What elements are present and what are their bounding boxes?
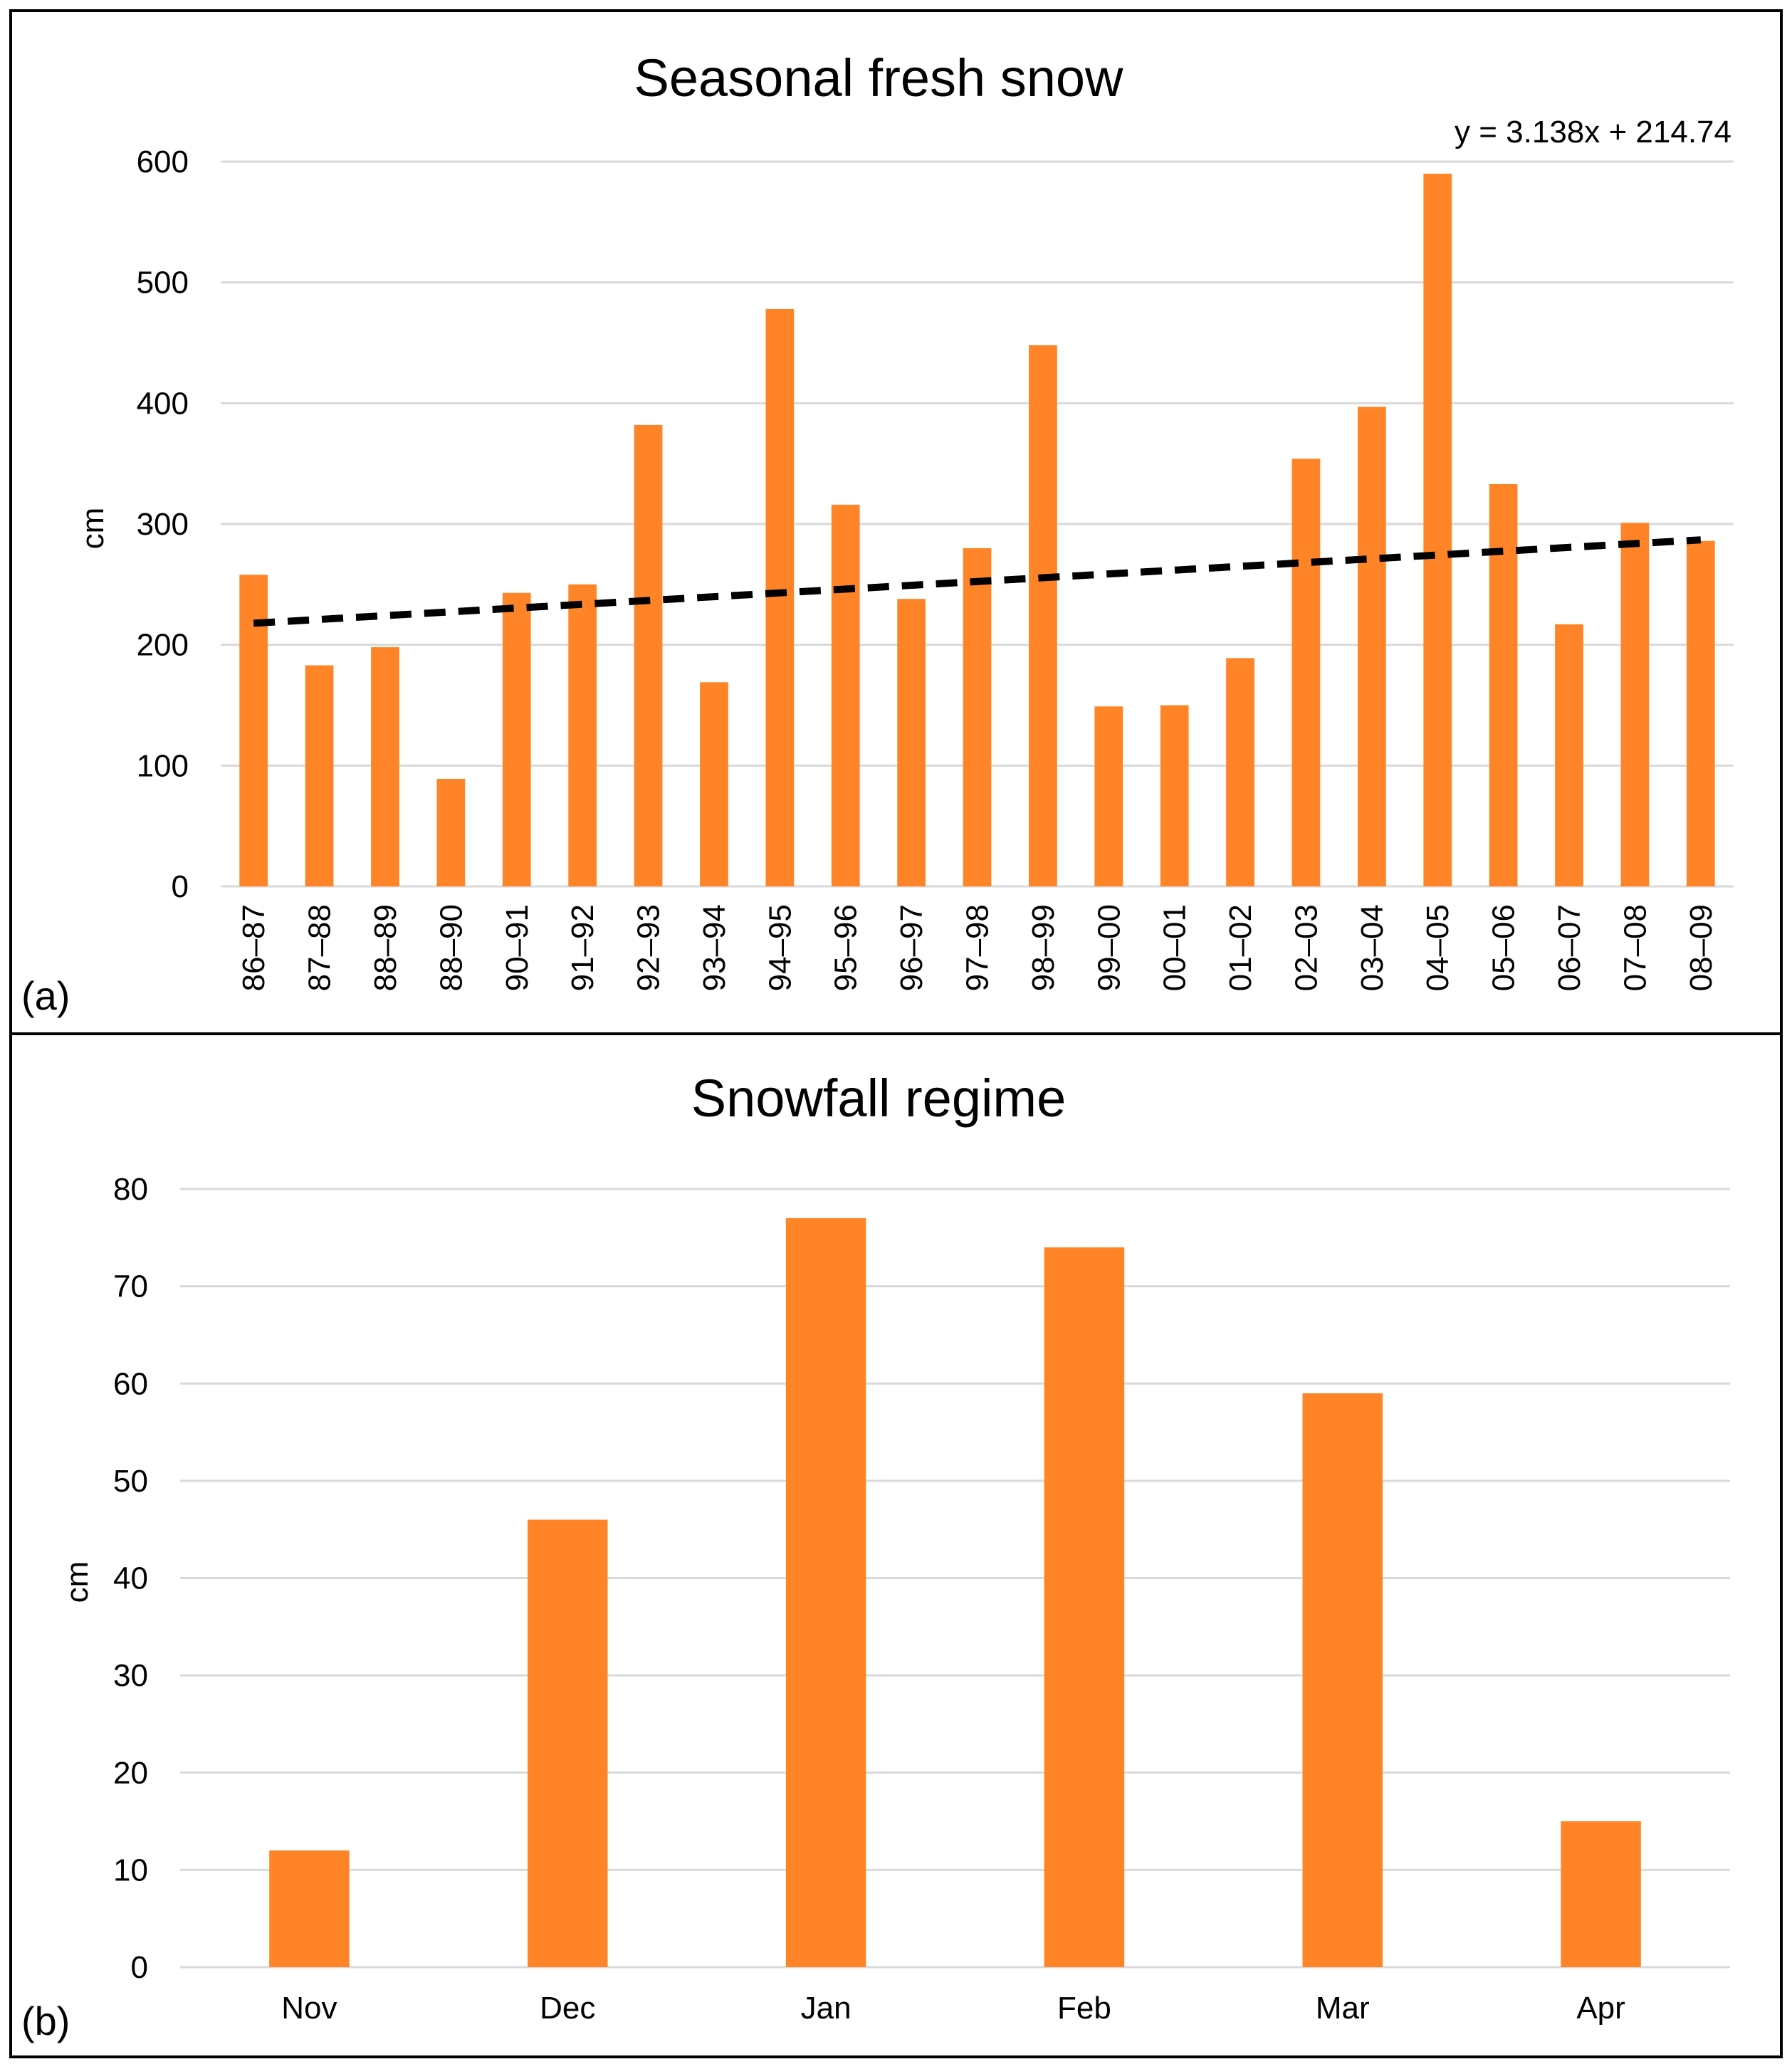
bar-96–97 [897,599,926,886]
a-y-tick-label: 400 [137,386,189,421]
x-tick-label: Apr [1576,1991,1625,2026]
x-tick-label: 98–99 [1026,904,1061,991]
bar-90–91 [502,592,531,886]
bar-95–96 [831,504,860,886]
trendline-equation: y = 3.138x + 214.74 [1455,115,1731,150]
b-y-tick-label: 50 [113,1464,148,1499]
bar-04–05 [1423,173,1452,886]
x-tick-label: 96–97 [894,904,929,991]
panel-b-frame [9,1032,1783,2058]
panel-a-label: (a) [21,973,70,1018]
bar-88–89 [371,647,399,886]
b-y-tick-label: 30 [113,1658,148,1693]
b-y-tick-label: 80 [113,1172,148,1207]
panel-a-y-axis-label: cm [75,508,110,550]
trendline [253,536,1702,627]
x-tick-label: 95–96 [829,904,864,991]
x-tick-label: 91–92 [565,904,600,991]
x-tick-label: 87–88 [303,904,337,991]
b-y-tick-label: 40 [113,1561,148,1596]
x-tick-label: Nov [281,1991,337,2026]
x-tick-label: 07–08 [1618,904,1652,991]
panel-a-x-ticks: 86–87 87–88 88–89 88–90 90–91 91–92 92–93 93–94… [236,904,1719,991]
x-tick-label: 97–98 [960,904,995,991]
x-tick-label: 88–89 [368,904,403,991]
bar-03–04 [1357,407,1386,886]
panel-b-label: (b) [21,1999,70,2043]
panel-a-title: Seasonal fresh snow [634,48,1124,108]
bar-98–99 [1029,345,1057,887]
x-tick-label: 03–04 [1355,904,1390,991]
a-y-tick-label: 0 [172,869,189,904]
bar-93–94 [700,682,728,886]
panel-b-gridlines [180,1188,1730,1969]
b-y-tick-label: 0 [131,1950,148,1985]
bar-99–00 [1094,706,1123,886]
panel-a-gridlines [221,160,1734,888]
a-y-tick-label: 300 [137,507,189,542]
x-tick-label: Feb [1057,1991,1111,2026]
panel-b: Snowfall regime cm (b) 0 10 20 30 40 50 60 70 80… [9,1032,1783,2058]
bar-Jan [785,1217,866,1967]
bar-06–07 [1555,624,1583,886]
x-tick-label: Dec [540,1991,595,2026]
bar-Feb [1044,1247,1125,1967]
bar-Dec [528,1519,608,1967]
panel-b-x-ticks: Nov Dec Jan Feb Mar Apr [281,1991,1625,2026]
a-y-tick-label: 200 [137,628,189,663]
panel-a-bars [239,173,1715,887]
bar-91–92 [568,584,597,886]
x-tick-label: 06–07 [1552,904,1587,991]
bar-88–90 [436,778,466,886]
x-tick-label: 01–02 [1223,904,1258,991]
x-tick-label: 94–95 [763,904,797,991]
x-tick-label: 92–93 [632,904,666,991]
a-y-tick-label: 500 [137,266,189,300]
bar-08–09 [1686,540,1715,886]
panel-b-y-axis-label: cm [60,1561,95,1603]
a-y-tick-label: 100 [137,748,189,783]
bar-92–93 [634,424,663,886]
bar-01–02 [1226,658,1254,886]
x-tick-label: 00–01 [1158,904,1193,991]
panel-a: Seasonal fresh snow cm (a) y = 3.138x + … [9,9,1783,1035]
x-tick-label: 99–00 [1091,904,1126,991]
b-y-tick-label: 70 [113,1269,148,1304]
bar-94–95 [765,308,795,886]
a-y-tick-label: 600 [137,145,189,179]
bar-07–08 [1620,523,1650,886]
bar-97–98 [963,548,992,886]
bar-02–03 [1291,459,1321,886]
bar-05–06 [1489,484,1518,886]
bar-00–01 [1160,705,1189,886]
bar-Apr [1561,1821,1641,1967]
b-y-tick-label: 20 [113,1756,148,1791]
x-tick-label: 93–94 [697,904,732,991]
x-tick-label: 86–87 [236,904,271,991]
panel-b-title: Snowfall regime [691,1069,1066,1128]
b-y-tick-label: 60 [113,1366,148,1401]
x-tick-label: Mar [1316,1991,1370,2026]
x-tick-label: 04–05 [1420,904,1455,991]
panel-b-y-ticks: 0 10 20 30 40 50 60 70 80 [113,1172,148,1985]
panel-a-y-ticks: 0 100 200 300 400 500 600 [137,145,189,904]
panel-b-bars [269,1217,1641,1967]
b-y-tick-label: 10 [113,1853,148,1887]
x-tick-label: 02–03 [1289,904,1324,991]
bar-Nov [269,1850,350,1967]
bar-87–88 [305,665,334,886]
x-tick-label: 88–90 [434,904,468,991]
x-tick-label: 08–09 [1684,904,1719,991]
bar-Mar [1302,1393,1383,1967]
bar-86–87 [239,575,268,886]
x-tick-label: 05–06 [1487,904,1521,991]
x-tick-label: Jan [801,1991,852,2026]
x-tick-label: 90–91 [500,904,535,991]
